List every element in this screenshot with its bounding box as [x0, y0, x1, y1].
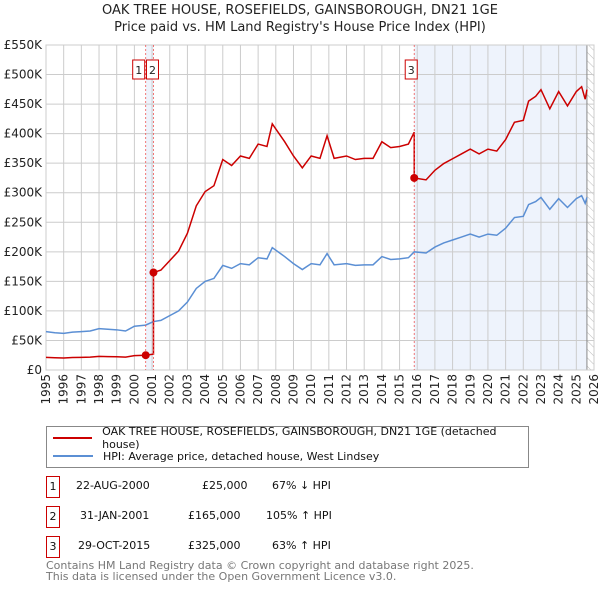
y-tick-label: £150K: [4, 274, 44, 288]
sale-number: 1: [46, 476, 60, 498]
sale-label: 3: [408, 64, 415, 77]
sale-number: 3: [46, 536, 60, 558]
y-tick-label: £300K: [4, 186, 44, 200]
x-tick-label: 1998: [92, 374, 106, 405]
x-tick-label: 2010: [304, 374, 318, 405]
x-tick-label: 2009: [286, 374, 300, 405]
footer-line: This data is licensed under the Open Gov…: [46, 570, 397, 583]
x-tick-label: 2018: [446, 374, 460, 405]
x-tick-label: 2000: [127, 374, 141, 405]
x-tick-label: 2014: [375, 374, 389, 405]
x-tick-label: 1996: [57, 374, 71, 405]
x-tick-label: 2025: [569, 374, 583, 405]
hpi-line: [45, 194, 588, 335]
x-tick-label: 2002: [163, 374, 177, 405]
x-tick-label: 2011: [322, 374, 336, 405]
sale-label-box: [145, 59, 159, 80]
y-tick-label: £200K: [4, 245, 44, 259]
x-tick-label: 2021: [499, 374, 513, 405]
sale-price: £165,000: [188, 509, 241, 522]
x-tick-label: 2004: [198, 374, 212, 405]
sale-label: 1: [135, 64, 142, 77]
x-tick-label: 2019: [463, 374, 477, 405]
sale-point: [141, 351, 150, 360]
x-tick-label: 2023: [534, 374, 548, 405]
legend: OAK TREE HOUSE, ROSEFIELDS, GAINSBOROUGH…: [46, 425, 529, 468]
chart-title: OAK TREE HOUSE, ROSEFIELDS, GAINSBOROUGH…: [102, 3, 498, 18]
x-tick-label: 2016: [410, 374, 424, 405]
sale-number: 2: [46, 506, 60, 528]
y-tick-label: £400K: [4, 127, 44, 141]
sale-price: £325,000: [188, 539, 241, 552]
y-tick-label: £450K: [4, 97, 44, 111]
x-tick-label: 2001: [145, 374, 159, 405]
sale-1-2-shade: [145, 45, 154, 370]
sale-hpi: 63% ↑ HPI: [272, 539, 331, 552]
x-tick-label: 2015: [393, 374, 407, 405]
legend-label: HPI: Average price, detached house, West…: [103, 449, 380, 463]
footer-line: Contains HM Land Registry data © Crown c…: [46, 559, 474, 572]
x-tick-label: 2008: [269, 374, 283, 405]
plot-border: [45, 44, 595, 371]
plot-area: 1995 1996 1997 1998 1999 2000 2001 2002 2003 2004…: [4, 38, 600, 405]
x-tick-label: 2020: [481, 374, 495, 405]
sale-hpi: 67% ↓ HPI: [272, 479, 331, 492]
y-tick-label: £500K: [4, 68, 44, 82]
x-tick-label: 1997: [74, 374, 88, 405]
x-tick-label: 2006: [233, 374, 247, 405]
x-tick-label: 2012: [340, 374, 354, 405]
sale-point: [410, 173, 419, 182]
x-tick-label: 2026: [587, 374, 600, 405]
x-tick-label: 2007: [251, 374, 265, 405]
chart-subtitle: Price paid vs. HM Land Registry's House …: [114, 20, 486, 35]
sale-label: 2: [149, 64, 156, 77]
sale-price: £25,000: [202, 479, 248, 492]
x-tick-label: 2005: [216, 374, 230, 405]
y-tick-label: £100K: [4, 304, 44, 318]
sale-date: 22-AUG-2000: [76, 479, 150, 492]
y-tick-label: £250K: [4, 215, 44, 229]
x-tick-label: 1995: [39, 374, 53, 405]
x-tick-label: 2003: [180, 374, 194, 405]
y-tick-label: £0: [27, 363, 42, 377]
legend-swatch-blue: [53, 455, 93, 457]
y-tick-label: £50K: [11, 333, 43, 347]
x-tick-label: 2017: [428, 374, 442, 405]
y-tick-label: £550K: [4, 38, 44, 52]
sale-label-box: [404, 59, 418, 80]
x-tick-label: 1999: [110, 374, 124, 405]
legend-item-property: OAK TREE HOUSE, ROSEFIELDS, GAINSBOROUGH…: [53, 425, 528, 451]
x-tick-label: 2022: [516, 374, 530, 405]
sale-point: [149, 268, 158, 277]
footer: Contains HM Land Registry data © Crown c…: [46, 560, 474, 582]
sale-date: 29-OCT-2015: [78, 539, 151, 552]
forecast-hatch: [586, 45, 594, 370]
sale-label-box: [132, 59, 146, 80]
x-tick-label: 2024: [552, 374, 566, 405]
x-tick-label: 2013: [357, 374, 371, 405]
sale-hpi: 105% ↑ HPI: [266, 509, 332, 522]
legend-item-hpi: HPI: Average price, detached house, West…: [53, 447, 379, 465]
y-tick-label: £350K: [4, 156, 44, 170]
legend-label: OAK TREE HOUSE, ROSEFIELDS, GAINSBOROUGH…: [102, 425, 497, 451]
post-sale-shade: [414, 45, 587, 370]
sale-date: 31-JAN-2001: [80, 509, 150, 522]
legend-swatch-red: [53, 437, 93, 439]
